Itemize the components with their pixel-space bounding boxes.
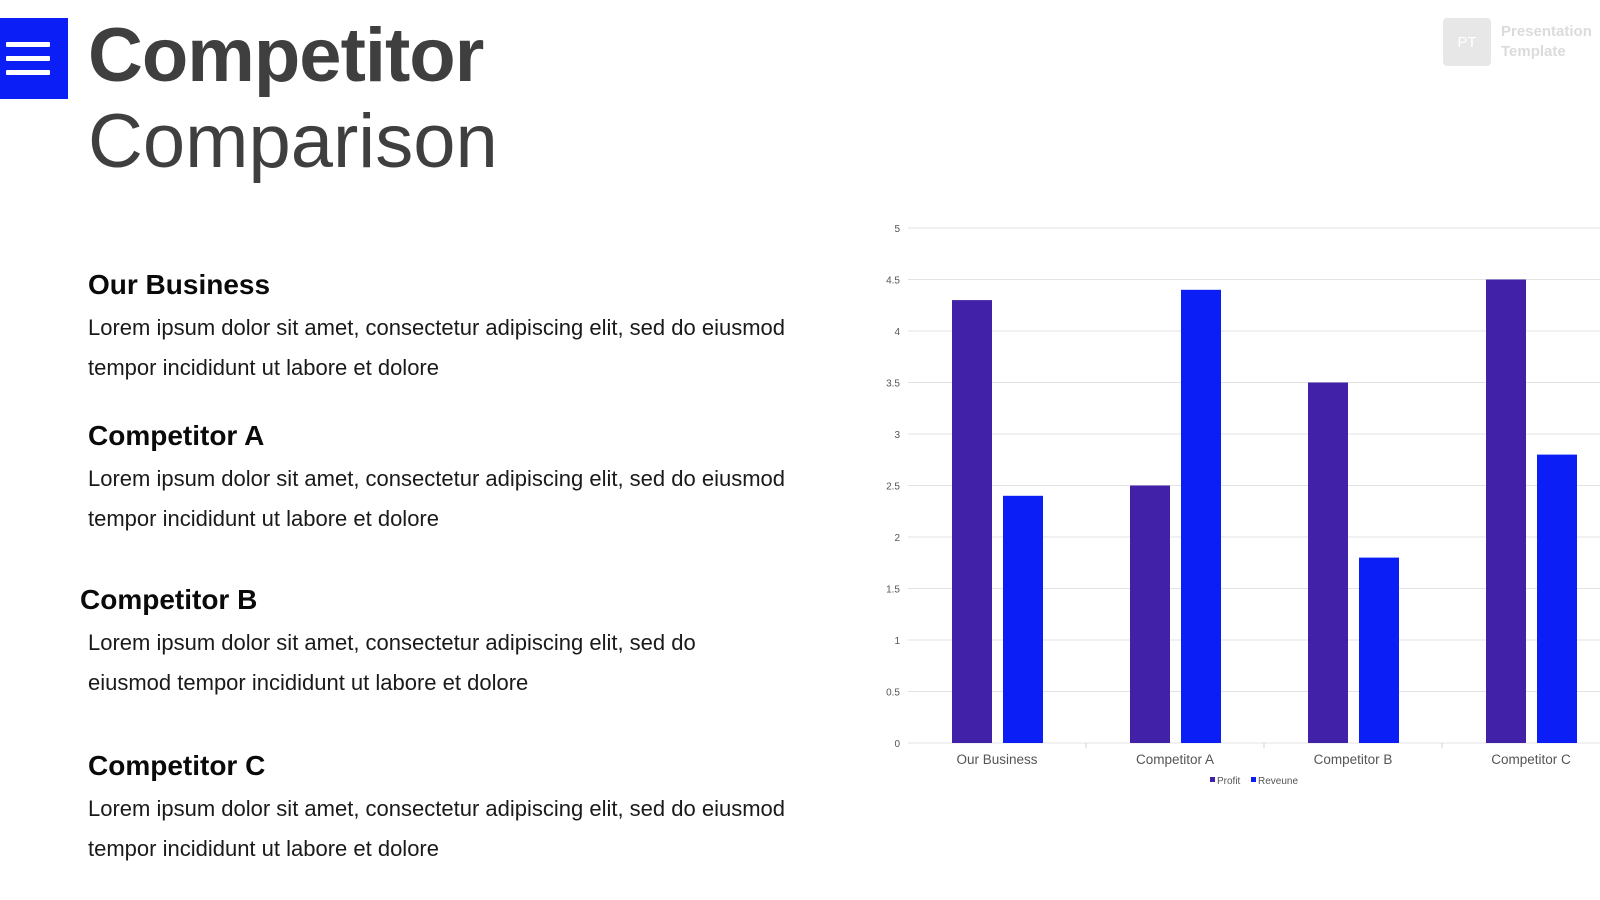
y-tick-label: 0 [894, 739, 900, 750]
bar-profit [1486, 279, 1526, 743]
page-title: Competitor [88, 13, 484, 98]
bar-reveune [1181, 289, 1221, 743]
bar-reveune [1003, 495, 1043, 743]
section-heading: Our Business [88, 269, 271, 300]
y-tick-label: 0.5 [886, 688, 900, 699]
x-tick-label: Competitor C [1491, 752, 1571, 767]
brand-line-1: Presentation [1501, 23, 1592, 40]
section-heading: Competitor A [88, 420, 265, 451]
menu-button[interactable] [0, 18, 68, 99]
x-tick-label: Competitor A [1136, 752, 1214, 767]
section-competitor-a: Competitor A Lorem ipsum dolor sit amet,… [88, 419, 788, 539]
y-tick-label: 4.5 [886, 276, 900, 287]
y-tick-label: 1.5 [886, 585, 900, 596]
menu-line-icon [6, 70, 50, 75]
section-heading: Competitor B [80, 584, 258, 615]
y-tick-label: 2.5 [886, 482, 900, 493]
x-tick-label: Our Business [956, 752, 1037, 767]
y-tick-label: 3.5 [886, 379, 900, 390]
section-heading: Competitor C [88, 750, 266, 781]
menu-line-icon [6, 42, 50, 47]
bar-profit [1130, 485, 1170, 743]
bar-profit [952, 300, 992, 743]
legend-label: Reveune [1258, 776, 1298, 787]
y-tick-label: 5 [894, 224, 900, 235]
bar-profit [1308, 382, 1348, 743]
legend-swatch [1251, 777, 1256, 782]
bar-reveune [1359, 557, 1399, 743]
y-tick-label: 1 [894, 636, 900, 647]
legend-label: Profit [1217, 776, 1241, 787]
logo-badge: PT [1443, 18, 1491, 66]
x-tick-label: Competitor B [1314, 752, 1393, 767]
section-competitor-c: Competitor C Lorem ipsum dolor sit amet,… [88, 749, 788, 869]
brand-logo: PT Presentation Template [1443, 18, 1592, 66]
section-text: Lorem ipsum dolor sit amet, consectetur … [88, 465, 786, 531]
section-text: Lorem ipsum dolor sit amet, consectetur … [88, 314, 786, 380]
y-tick-label: 3 [894, 430, 900, 441]
menu-line-icon [6, 56, 50, 61]
section-our-business: Our Business Lorem ipsum dolor sit amet,… [88, 268, 788, 388]
section-text: Lorem ipsum dolor sit amet, consectetur … [88, 629, 696, 695]
y-tick-label: 2 [894, 533, 900, 544]
page-subtitle: Comparison [88, 99, 498, 184]
brand-line-2: Template [1501, 43, 1566, 60]
section-competitor-b: Competitor B Lorem ipsum dolor sit amet,… [80, 583, 780, 703]
bar-reveune [1537, 454, 1577, 743]
section-text: Lorem ipsum dolor sit amet, consectetur … [88, 795, 786, 861]
y-tick-label: 4 [894, 327, 900, 338]
bar-chart: 0 0.5 1 1.5 2 2.5 3 3.5 4 4.5 5 Our Business Competi… [886, 224, 1600, 787]
legend-swatch [1210, 777, 1215, 782]
